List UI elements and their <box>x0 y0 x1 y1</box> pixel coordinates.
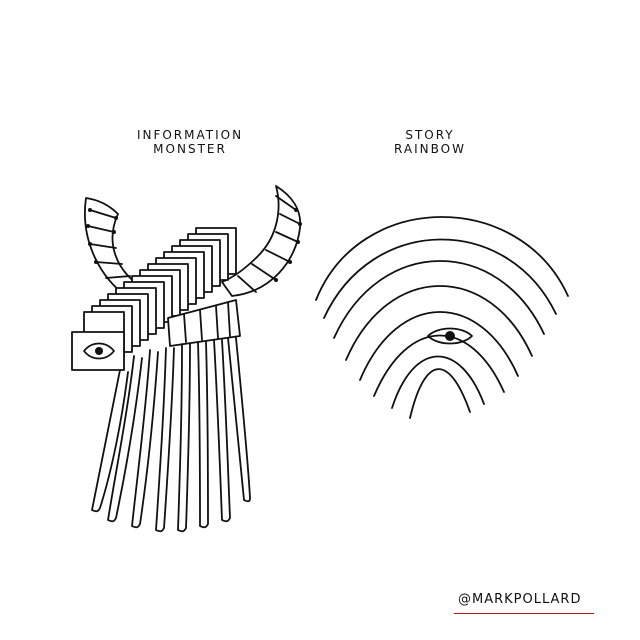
information-monster-illustration <box>71 185 302 533</box>
information-monster-caption: INFORMATION MONSTER <box>120 128 260 156</box>
caption-line-1: INFORMATION <box>136 128 244 142</box>
rainbow-eye <box>427 327 473 345</box>
monster-eye <box>71 331 125 371</box>
right-horn <box>221 185 302 297</box>
monster-fringe <box>91 337 251 533</box>
rainbow-arcs <box>315 216 569 419</box>
caption-line-2: MONSTER <box>153 142 227 156</box>
head-band <box>167 299 241 347</box>
caption-line-2: RAINBOW <box>394 142 466 156</box>
author-handle: @MARKPOLLARD <box>458 592 582 607</box>
story-rainbow-illustration <box>315 216 569 419</box>
handle-underline <box>454 613 594 614</box>
story-rainbow-caption: STORY RAINBOW <box>370 128 490 156</box>
left-horn <box>84 197 141 301</box>
caption-line-1: STORY <box>405 128 455 142</box>
stacked-documents <box>83 227 237 359</box>
